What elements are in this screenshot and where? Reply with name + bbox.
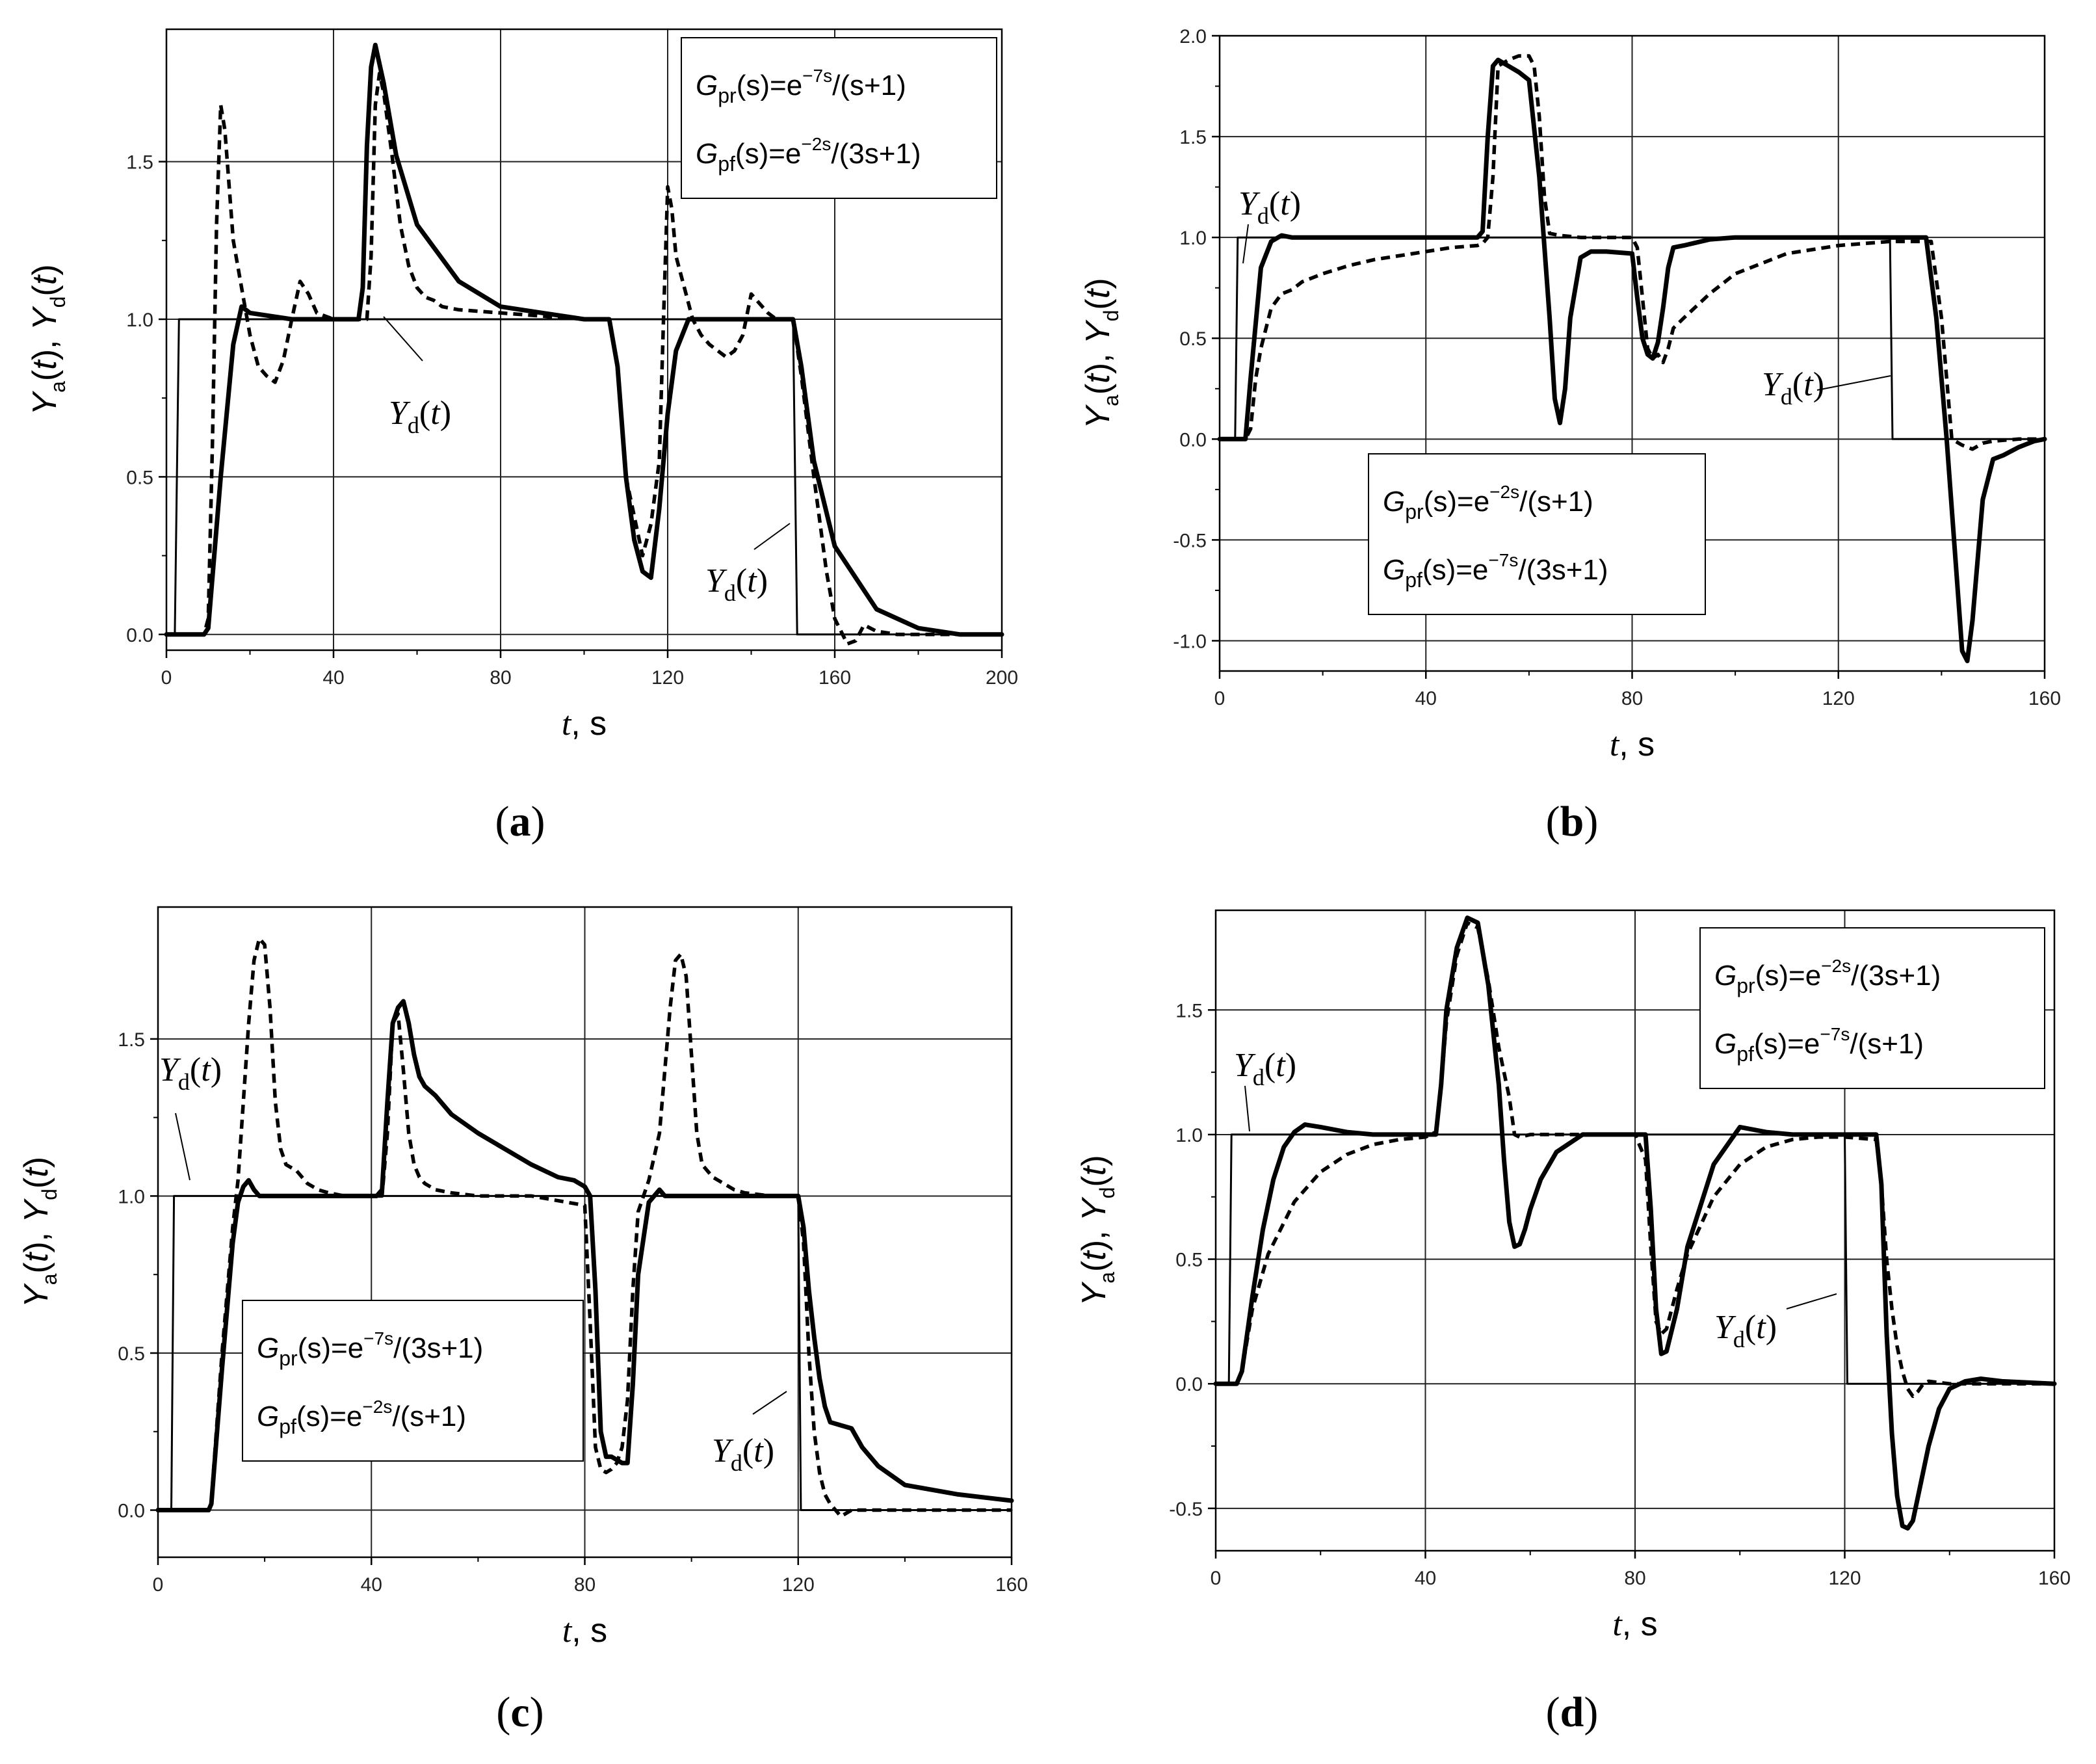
x-tick-label: 80 [1621,688,1643,709]
annotation-yd-label: Yd(t) [159,1051,222,1095]
series-line-3 [1216,921,2054,1399]
legend: Gpr(s)=e−7s/(3s+1) Gpf(s)=e−2s/(s+1) [242,1300,584,1462]
annotation-leader-line [1242,224,1249,264]
x-tick-label: 0 [153,1574,164,1596]
x-tick-label: 80 [1624,1568,1645,1589]
legend: Gpr(s)=e−2s/(3s+1) Gpf(s)=e−7s/(s+1) [1699,927,2045,1089]
x-tick-label: 120 [651,667,684,689]
legend: Gpr(s)=e−2s/(s+1) Gpf(s)=e−7s/(3s+1) [1368,453,1706,615]
y-tick-label: 0.0 [1175,1374,1203,1395]
chart-panel-d: 0 40 80 120 160 -0.5 0.0 0.5 1.0 1.5 t, s Ya(t), Yd… [1075,909,2071,1736]
legend: Gpr(s)=e−7s/(s+1) Gpf(s)=e−2s/(3s+1) [681,37,997,199]
legend-entry-2: Gpf(s)=e−7s/(s+1) [1714,1024,1924,1066]
y-tick-label: 0.5 [126,467,153,488]
annotation-leader-line [752,1391,787,1415]
y-axis-label: Ya(t), Yd(t) [26,264,70,415]
series-line-3 [1220,54,2045,451]
annotation-leader-line [383,316,423,362]
y-tick-label: 1.5 [118,1029,145,1051]
x-tick-label: 40 [1415,688,1437,709]
legend-entry-1: Gpr(s)=e−7s/(s+1) [696,66,906,107]
legend-entry-2: Gpf(s)=e−7s/(3s+1) [1383,550,1608,592]
y-axis-label: Ya(t), Yd(t) [1075,1155,1119,1306]
legend-entry-2: Gpf(s)=e−2s/(s+1) [257,1397,466,1438]
panel-label: (b) [1546,798,1599,845]
x-tick-label: 160 [2028,688,2061,709]
x-tick-label: 0 [1211,1568,1222,1589]
y-tick-label: 0.0 [118,1501,145,1522]
x-tick-label: 160 [819,667,851,689]
x-tick-label: 120 [782,1574,815,1596]
legend-box [242,1300,584,1462]
y-tick-label: 1.5 [1179,127,1207,148]
y-tick-label: 0.5 [1175,1250,1203,1271]
annotation-yd-label: Yd(t) [1234,1047,1296,1090]
x-tick-label: 160 [995,1574,1028,1596]
y-axis-label: Ya(t), Yd(t) [1079,278,1123,428]
annotation-yd-label: Yd(t) [1238,185,1301,229]
annotation-leader-line [1786,1293,1837,1310]
y-tick-label: 1.0 [126,309,153,331]
series-line-2 [1217,57,2047,663]
y-tick-label: 1.5 [126,152,153,174]
chart-panel-a: 0 40 80 120 160 200 0.0 0.5 1.0 1.5 t, s Ya(t), Yd(… [26,28,1018,845]
annotation-yd-label: Yd(t) [389,395,451,438]
legend-entry-1: Gpr(s)=e−7s/(3s+1) [257,1328,483,1370]
x-axis-label: t, s [1612,1605,1657,1643]
legend-box [681,37,997,199]
x-tick-label: 0 [1214,688,1225,709]
x-tick-label: 40 [1415,1568,1436,1589]
x-tick-label: 40 [322,667,344,689]
panel-label: (a) [495,798,545,845]
x-axis-label: t, s [1610,726,1655,763]
legend-entry-1: Gpr(s)=e−2s/(3s+1) [1714,956,1941,997]
annotation-leader-line [753,523,791,550]
y-axis-label: Ya(t), Yd(t) [18,1157,61,1308]
legend-box [1368,453,1706,615]
x-tick-label: 80 [574,1574,596,1596]
series-line-3 [166,72,1002,646]
x-tick-label: 0 [161,667,172,689]
legend-entry-2: Gpf(s)=e−2s/(3s+1) [696,134,921,176]
legend-entry-1: Gpr(s)=e−2s/(s+1) [1383,482,1593,523]
series-line-2 [155,999,1014,1512]
annotation-yd-label: Yd(t) [1762,366,1824,410]
legend-box [1699,927,2045,1089]
series-line-3 [158,936,1012,1518]
y-tick-label: -0.5 [1173,530,1207,551]
annotation-leader-line [175,1112,190,1181]
y-tick-label: 1.5 [1175,1000,1203,1021]
y-tick-label: 2.0 [1179,26,1207,47]
annotation-yd-label: Yd(t) [1714,1309,1777,1352]
annotation-yd-label: Yd(t) [705,562,768,606]
panel-label: (d) [1546,1689,1599,1736]
x-tick-label: 120 [1828,1568,1861,1589]
y-tick-label: -0.5 [1169,1499,1203,1520]
x-tick-label: 80 [490,667,511,689]
y-tick-label: 0.0 [1179,429,1207,451]
chart-panel-b: 0 40 80 120 160 -1.0 -0.5 0.0 0.5 1.0 1.5 2.0 t, s Ya… [1079,26,2061,845]
y-tick-label: 0.5 [1179,328,1207,350]
series-line-2 [1213,915,2057,1531]
y-tick-label: 0.0 [126,625,153,646]
y-tick-label: 1.0 [118,1186,145,1207]
annotation-yd-label: Yd(t) [712,1432,774,1476]
y-tick-label: -1.0 [1173,631,1207,652]
chart-panel-c: 0 40 80 120 160 0.0 0.5 1.0 1.5 t, s Ya(t), Yd(t) G… [18,906,1028,1736]
panel-label: (c) [496,1689,544,1736]
x-tick-label: 160 [2038,1568,2071,1589]
x-axis-label: t, s [562,1612,607,1650]
x-tick-label: 200 [986,667,1018,689]
x-tick-label: 40 [361,1574,382,1596]
y-tick-label: 1.0 [1175,1125,1203,1146]
annotation-leader-line [1244,1085,1250,1132]
x-tick-label: 120 [1822,688,1855,709]
y-tick-label: 0.5 [118,1343,145,1365]
y-tick-label: 1.0 [1179,228,1207,249]
x-axis-label: t, s [562,705,607,743]
annotation-leader-line [1816,375,1891,391]
